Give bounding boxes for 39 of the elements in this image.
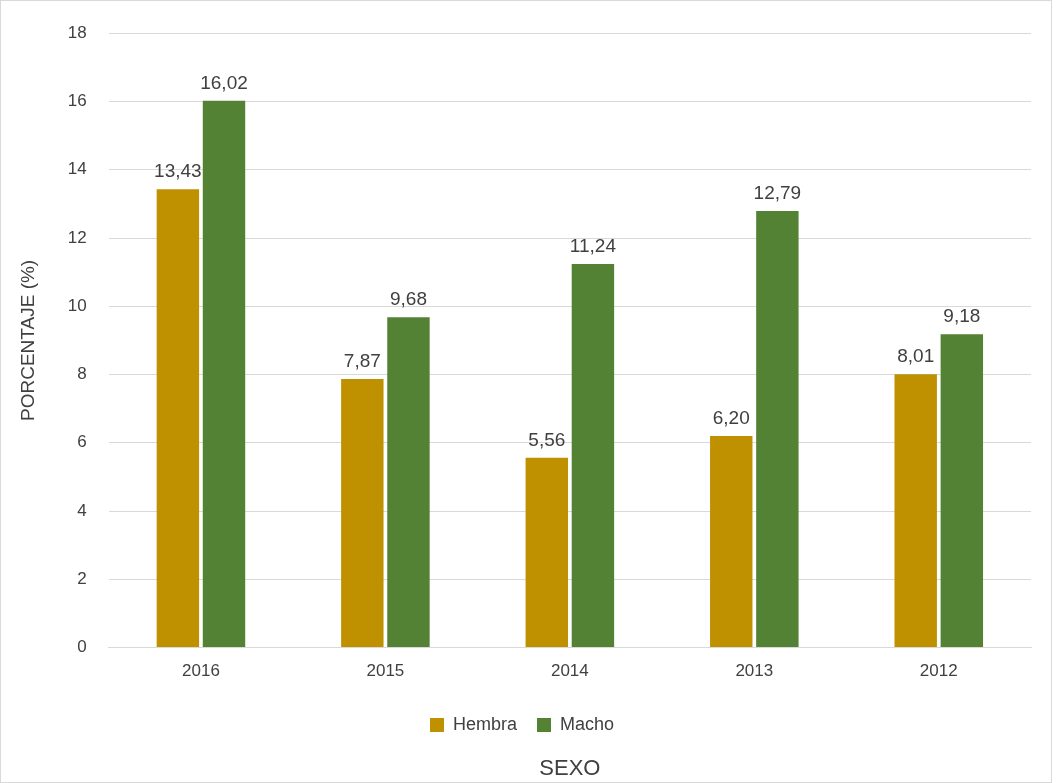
data-label: 16,02 xyxy=(200,71,248,93)
bar xyxy=(202,100,246,648)
y-axis-title: PORCENTAJE (%) xyxy=(16,259,38,421)
data-label: 6,20 xyxy=(712,406,750,428)
legend-label: Hembra xyxy=(452,713,518,734)
legend-label: Macho xyxy=(560,713,615,734)
data-label: 9,18 xyxy=(943,304,981,326)
y-tick-label: 16 xyxy=(67,91,87,111)
data-label: 13,43 xyxy=(154,159,202,181)
y-tick-label: 4 xyxy=(77,500,87,520)
y-tick-label: 8 xyxy=(77,364,87,384)
bar xyxy=(756,211,799,648)
bar xyxy=(156,189,200,648)
data-label: 12,79 xyxy=(753,181,802,203)
x-tick-label: 2014 xyxy=(550,661,589,681)
data-label: 11,24 xyxy=(569,234,617,256)
data-label: 9,68 xyxy=(389,287,427,309)
data-label: 8,01 xyxy=(897,344,935,366)
y-tick-label: 2 xyxy=(77,569,87,589)
x-tick-label: 2015 xyxy=(366,661,405,681)
data-label: 5,56 xyxy=(528,428,566,450)
bar xyxy=(894,374,937,648)
x-tick-label: 2016 xyxy=(182,661,220,681)
x-axis-title: SEXO xyxy=(539,755,601,781)
y-tick-label: 18 xyxy=(67,22,87,42)
y-tick-label: 6 xyxy=(77,432,87,452)
bar xyxy=(710,435,753,648)
bar xyxy=(387,317,430,648)
y-tick-label: 10 xyxy=(67,295,87,315)
bar xyxy=(571,263,615,648)
y-tick-label: 14 xyxy=(67,159,87,179)
data-label: 7,87 xyxy=(343,349,381,371)
x-tick-label: 2012 xyxy=(919,661,958,681)
bar xyxy=(525,457,569,648)
bar xyxy=(940,334,984,648)
x-tick-label: 2013 xyxy=(735,661,774,681)
y-tick-label: 12 xyxy=(67,227,87,247)
y-tick-label: 0 xyxy=(77,637,87,657)
bar xyxy=(341,378,384,648)
